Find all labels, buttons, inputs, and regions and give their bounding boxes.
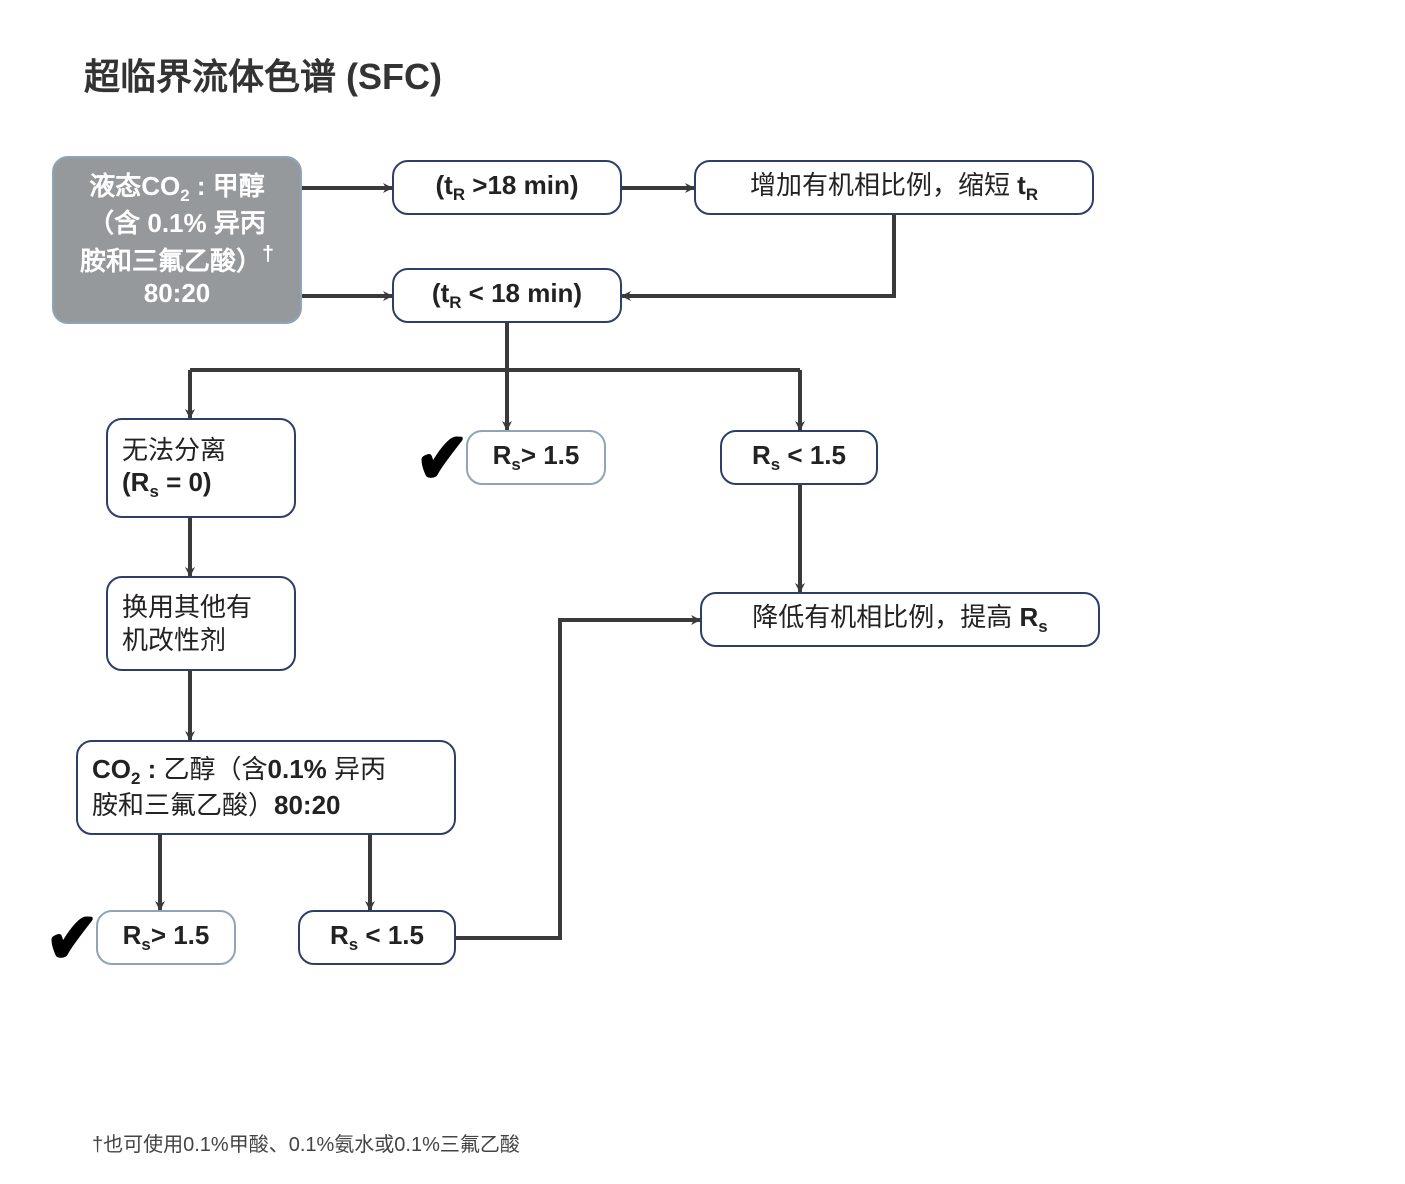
flow-node-switch_mod: 换用其他有机改性剂 xyxy=(106,576,296,671)
check-icon: ✔ xyxy=(415,416,469,500)
flow-node-rs_gt15_a: Rs> 1.5 xyxy=(466,430,606,485)
footnote: †也可使用0.1%甲酸、0.1%氨水或0.1%三氟乙酸 xyxy=(92,1128,520,1157)
flow-node-dec_organic: 降低有机相比例，提高 Rs xyxy=(700,592,1100,647)
flow-node-start: 液态CO2 : 甲醇（含 0.1% 异丙胺和三氟乙酸）†80:20 xyxy=(52,156,302,324)
flow-edge xyxy=(622,215,894,296)
check-icon: ✔ xyxy=(45,896,99,980)
flow-node-rs_gt15_b: Rs> 1.5 xyxy=(96,910,236,965)
flowchart-canvas: 超临界流体色谱 (SFC) †也可使用0.1%甲酸、0.1%氨水或0.1%三氟乙… xyxy=(0,0,1405,1184)
flow-node-co2_eth: CO2 : 乙醇（含0.1% 异丙胺和三氟乙酸）80:20 xyxy=(76,740,456,835)
flow-node-inc_organic: 增加有机相比例，缩短 tR xyxy=(694,160,1094,215)
flow-node-tr_lt18: (tR < 18 min) xyxy=(392,268,622,323)
flow-node-rs_lt15_a: Rs < 1.5 xyxy=(720,430,878,485)
flow-node-tr_gt18: (tR >18 min) xyxy=(392,160,622,215)
chart-title: 超临界流体色谱 (SFC) xyxy=(84,48,442,100)
flow-node-rs_lt15_b: Rs < 1.5 xyxy=(298,910,456,965)
flow-edge xyxy=(456,620,700,938)
flow-node-rs0: 无法分离(Rs = 0) xyxy=(106,418,296,518)
